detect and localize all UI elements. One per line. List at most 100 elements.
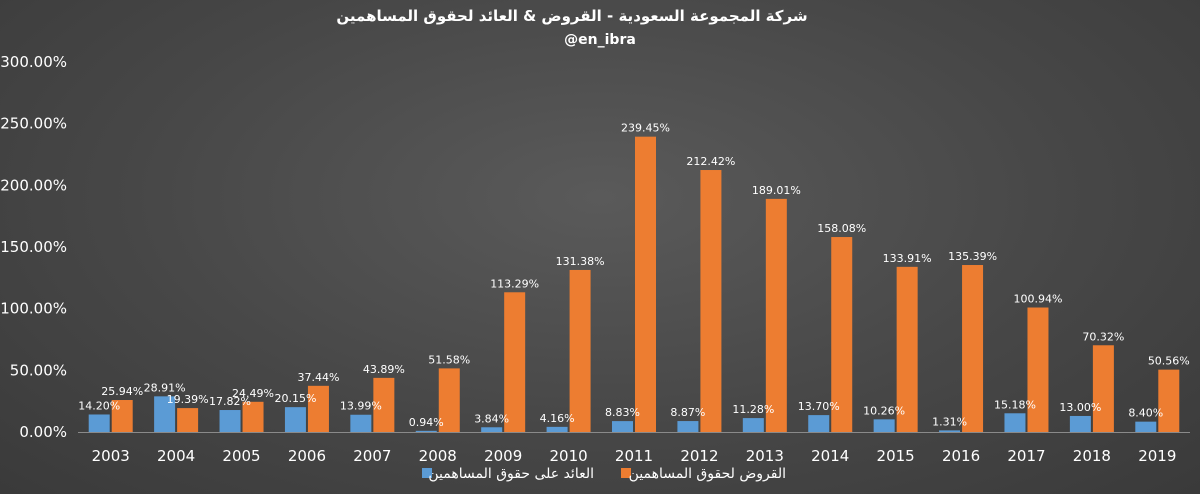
data-label-roe: 13.99% bbox=[340, 400, 382, 413]
x-tick-label: 2013 bbox=[746, 447, 784, 465]
bar-roe bbox=[219, 410, 241, 432]
y-tick-label: 50.00% bbox=[10, 361, 67, 379]
x-tick-label: 2019 bbox=[1138, 447, 1176, 465]
chart-subtitle: @en_ibra bbox=[564, 32, 636, 48]
data-label-roe: 8.40% bbox=[1128, 407, 1163, 420]
x-tick-label: 2015 bbox=[877, 447, 915, 465]
bar-loans bbox=[111, 400, 133, 432]
bar-roe bbox=[677, 421, 699, 432]
bar-roe bbox=[939, 430, 961, 432]
data-label-loans: 51.58% bbox=[428, 353, 470, 366]
data-label-roe: 4.16% bbox=[540, 412, 575, 425]
x-tick-label: 2007 bbox=[353, 447, 391, 465]
data-label-roe: 10.26% bbox=[863, 404, 905, 417]
data-label-roe: 14.20% bbox=[78, 399, 120, 412]
bar-loans bbox=[504, 292, 526, 432]
y-tick-label: 300.00% bbox=[0, 53, 67, 71]
y-tick-label: 150.00% bbox=[0, 238, 67, 256]
x-tick-label: 2003 bbox=[92, 447, 130, 465]
data-label-roe: 8.87% bbox=[670, 406, 705, 419]
bar-roe bbox=[415, 430, 437, 432]
data-label-loans: 158.08% bbox=[817, 222, 866, 235]
bar-roe bbox=[88, 414, 110, 432]
data-label-roe: 13.00% bbox=[1059, 401, 1101, 414]
bar-roe bbox=[1069, 415, 1091, 432]
bar-loans bbox=[242, 401, 264, 432]
data-label-roe: 15.18% bbox=[994, 398, 1036, 411]
data-label-loans: 25.94% bbox=[101, 385, 143, 398]
data-label-loans: 239.45% bbox=[621, 122, 670, 135]
legend: العائد على حقوق المساهمين القروض لحقوق ا… bbox=[422, 466, 786, 482]
bar-loans bbox=[438, 368, 460, 432]
data-label-roe: 28.91% bbox=[144, 381, 186, 394]
data-label-loans: 43.89% bbox=[363, 363, 405, 376]
data-label-loans: 70.32% bbox=[1082, 330, 1124, 343]
data-label-loans: 212.42% bbox=[686, 155, 735, 168]
data-label-loans: 100.94% bbox=[1013, 293, 1062, 306]
bar-roe bbox=[546, 426, 568, 432]
x-tick-label: 2010 bbox=[549, 447, 587, 465]
x-tick-label: 2005 bbox=[222, 447, 260, 465]
bar-loans bbox=[962, 265, 984, 432]
bar-loans bbox=[700, 170, 722, 433]
bar-roe bbox=[808, 415, 830, 432]
data-label-loans: 19.39% bbox=[167, 393, 209, 406]
y-tick-label: 100.00% bbox=[0, 300, 67, 318]
bar-loans bbox=[635, 136, 656, 432]
bar-roe bbox=[350, 414, 372, 432]
y-tick-label: 250.00% bbox=[0, 115, 67, 133]
data-label-roe: 8.83% bbox=[605, 406, 640, 419]
x-tick-label: 2018 bbox=[1073, 447, 1111, 465]
x-axis: 2003 2004 2005 2006 2007 2008 2009 2010 2011 2012… bbox=[92, 447, 1177, 465]
legend-swatch-loans bbox=[621, 468, 631, 478]
data-label-loans: 131.38% bbox=[556, 255, 605, 268]
bar-roe bbox=[612, 421, 633, 432]
x-tick-label: 2014 bbox=[811, 447, 849, 465]
bar-roe bbox=[1135, 421, 1157, 432]
legend-label-loans: القروض لحقوق المساهمين bbox=[629, 466, 786, 482]
bar-loans bbox=[896, 266, 918, 432]
data-label-roe: 13.70% bbox=[798, 400, 840, 413]
bar-loans bbox=[1027, 307, 1049, 432]
data-label-loans: 135.39% bbox=[948, 250, 997, 263]
data-label-roe: 0.94% bbox=[409, 416, 444, 429]
x-tick-label: 2008 bbox=[419, 447, 457, 465]
data-label-roe: 20.15% bbox=[274, 392, 316, 405]
legend-label-roe: العائد على حقوق المساهمين bbox=[428, 466, 594, 482]
x-tick-label: 2006 bbox=[288, 447, 326, 465]
x-tick-label: 2012 bbox=[680, 447, 718, 465]
data-label-roe: 11.28% bbox=[732, 403, 774, 416]
data-label-roe: 3.84% bbox=[474, 412, 509, 425]
bar-loans bbox=[1158, 369, 1180, 432]
bar-roe bbox=[481, 427, 503, 432]
bar-roe bbox=[1004, 413, 1026, 432]
data-label-loans: 113.29% bbox=[490, 277, 539, 290]
bar-loans bbox=[1092, 345, 1114, 432]
y-axis: 0.00% 50.00% 100.00% 150.00% 200.00% 250.00% 3… bbox=[0, 53, 67, 441]
bar-loans bbox=[569, 269, 591, 432]
bar-roe bbox=[154, 396, 176, 432]
data-labels: 14.20%25.94% 28.91%19.39% 17.82%24.49% 20.1… bbox=[78, 122, 1190, 429]
x-tick-label: 2016 bbox=[942, 447, 980, 465]
x-tick-label: 2011 bbox=[615, 447, 653, 465]
bar-loans bbox=[831, 237, 853, 432]
legend-swatch-roe bbox=[422, 468, 432, 478]
bar-roe bbox=[284, 407, 306, 432]
x-tick-label: 2009 bbox=[484, 447, 522, 465]
data-label-loans: 37.44% bbox=[297, 371, 339, 384]
data-label-loans: 133.91% bbox=[883, 252, 932, 265]
bar-loans bbox=[177, 408, 199, 432]
data-label-loans: 24.49% bbox=[232, 387, 274, 400]
chart-title: شركة المجموعة السعودية - القروض & العائد… bbox=[336, 7, 807, 25]
data-label-loans: 50.56% bbox=[1148, 355, 1190, 368]
bar-loans bbox=[765, 198, 787, 432]
bar-roe bbox=[873, 419, 895, 432]
bar-loans bbox=[307, 385, 329, 432]
y-tick-label: 200.00% bbox=[0, 176, 67, 194]
y-tick-label: 0.00% bbox=[19, 423, 67, 441]
data-label-roe: 17.82% bbox=[209, 395, 251, 408]
data-label-loans: 189.01% bbox=[752, 184, 801, 197]
bars bbox=[88, 136, 1180, 433]
bar-loans bbox=[373, 377, 395, 432]
